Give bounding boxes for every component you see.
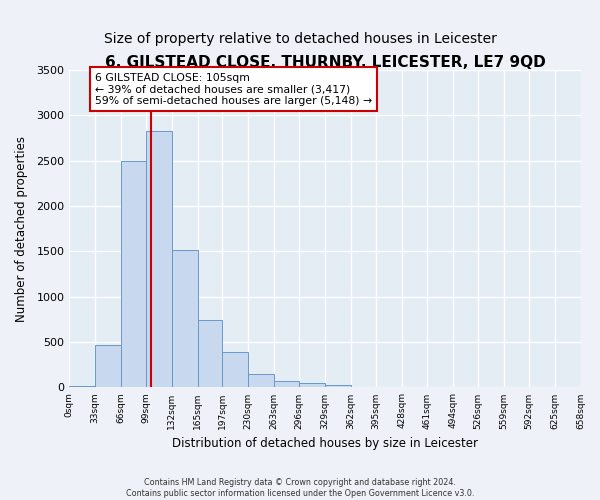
Bar <box>299 383 325 388</box>
Bar <box>172 250 197 388</box>
Bar <box>121 160 146 388</box>
Text: Contains HM Land Registry data © Crown copyright and database right 2024.
Contai: Contains HM Land Registry data © Crown c… <box>126 478 474 498</box>
Bar <box>95 345 121 388</box>
X-axis label: Distribution of detached houses by size in Leicester: Distribution of detached houses by size … <box>172 437 478 450</box>
Y-axis label: Number of detached properties: Number of detached properties <box>15 136 28 322</box>
Bar <box>274 380 299 388</box>
Bar <box>197 320 223 388</box>
Title: 6, GILSTEAD CLOSE, THURNBY, LEICESTER, LE7 9QD: 6, GILSTEAD CLOSE, THURNBY, LEICESTER, L… <box>104 55 545 70</box>
Bar <box>223 352 248 388</box>
Bar <box>248 374 274 388</box>
Bar <box>146 131 172 388</box>
Bar <box>350 386 376 388</box>
Bar <box>325 384 350 388</box>
Bar <box>70 386 95 388</box>
Text: 6 GILSTEAD CLOSE: 105sqm
← 39% of detached houses are smaller (3,417)
59% of sem: 6 GILSTEAD CLOSE: 105sqm ← 39% of detach… <box>95 72 372 106</box>
Text: Size of property relative to detached houses in Leicester: Size of property relative to detached ho… <box>104 32 496 46</box>
